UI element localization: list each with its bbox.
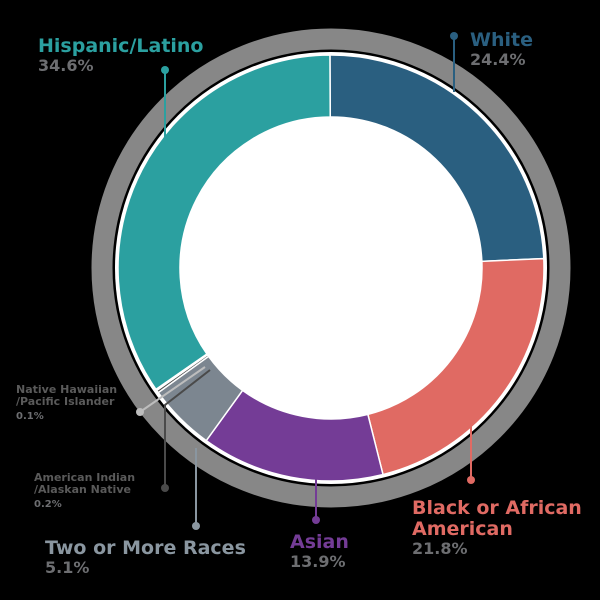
label-aian-name1: American Indian: [34, 471, 136, 484]
label-asian: Asian 13.9%: [290, 532, 349, 570]
label-asian-name: Asian: [290, 531, 349, 553]
label-hispanic: Hispanic/Latino 34.6%: [38, 36, 204, 74]
label-aian: American Indian /Alaskan Native 0.2%: [34, 471, 136, 511]
label-black-name2: American: [412, 517, 513, 540]
label-black-pct: 21.8%: [412, 538, 468, 558]
leader-dot-6: [136, 408, 144, 416]
leader-line-5: [164, 369, 211, 488]
label-two-name: Two or More Races: [45, 537, 246, 559]
label-two-pct: 5.1%: [45, 557, 90, 577]
label-white: White 24.4%: [470, 30, 533, 68]
label-white-name: White: [470, 29, 533, 51]
label-nhpi-pct: 0.1%: [16, 411, 44, 423]
label-asian-pct: 13.9%: [290, 551, 346, 571]
label-white-pct: 24.4%: [470, 49, 526, 69]
leader-dot-4: [192, 522, 200, 530]
label-hispanic-name: Hispanic/Latino: [38, 35, 204, 57]
label-hispanic-pct: 34.6%: [38, 55, 94, 75]
label-aian-name2: /Alaskan Native: [34, 483, 131, 497]
outer-ring: [91, 28, 571, 508]
label-nhpi: Native Hawaiian /Pacific Islander 0.1%: [16, 383, 118, 423]
leader-dot-1: [450, 32, 458, 40]
label-aian-pct: 0.2%: [34, 499, 62, 511]
leader-dot-2: [467, 476, 475, 484]
label-nhpi-name1: Native Hawaiian: [16, 383, 118, 396]
leader-line-6: [139, 366, 206, 413]
label-two-or-more: Two or More Races 5.1%: [45, 538, 246, 576]
label-black-name1: Black or African: [412, 497, 582, 519]
leader-dot-3: [312, 516, 320, 524]
leader-dot-5: [161, 484, 169, 492]
label-nhpi-name2: /Pacific Islander: [16, 395, 115, 409]
slice-6: [117, 54, 331, 391]
label-black: Black or African American 21.8%: [412, 498, 582, 557]
leader-dot-0: [161, 66, 169, 74]
